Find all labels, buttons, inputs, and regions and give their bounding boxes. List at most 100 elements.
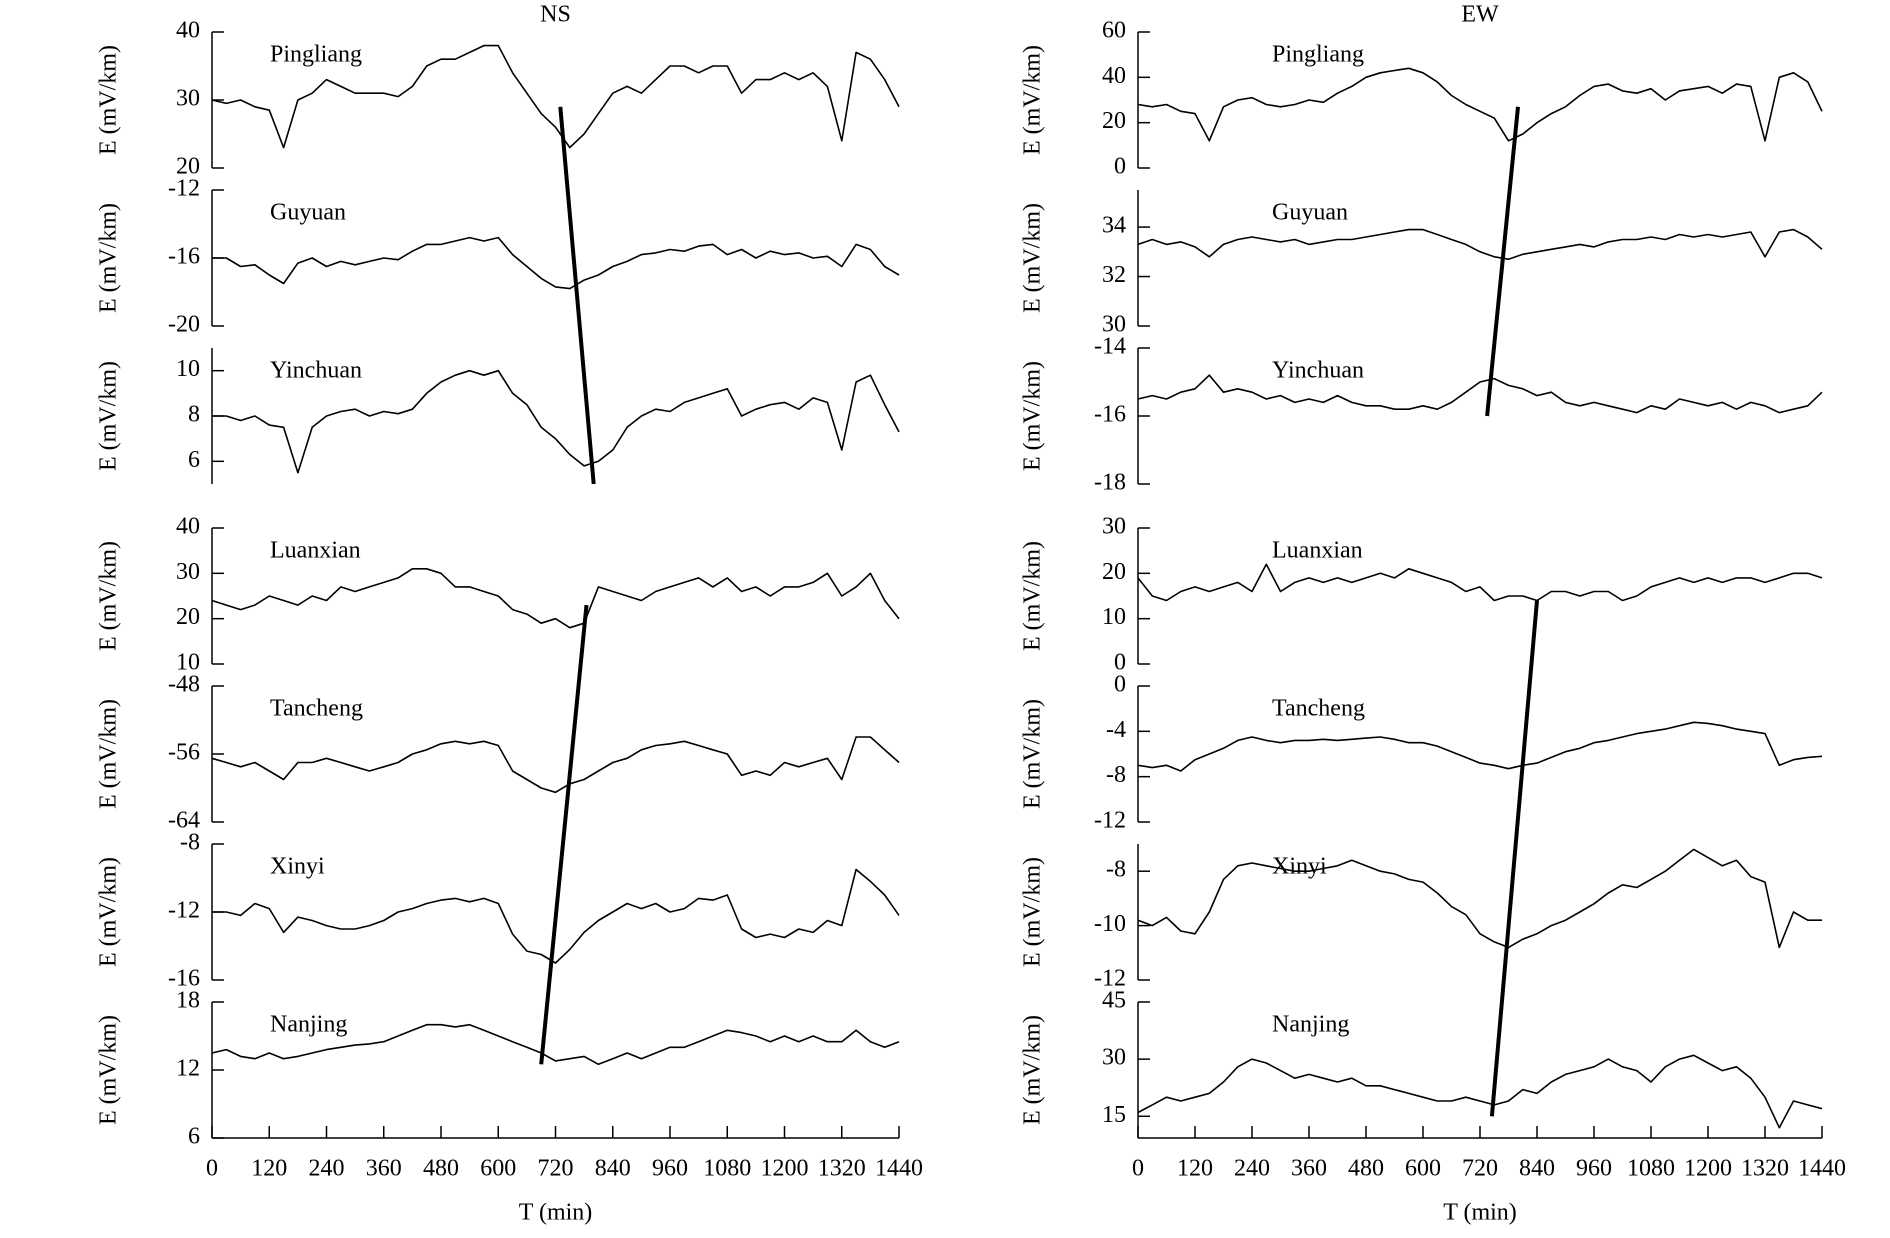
y-tick-label: 15: [1102, 1102, 1126, 1128]
x-tick-label: 600: [1405, 1156, 1441, 1182]
data-line: [1137, 228, 1823, 260]
y-tick-label: 40: [176, 18, 200, 44]
y-tick-label: 40: [176, 514, 200, 540]
chart-title: EW: [1461, 2, 1499, 28]
data-line: [1137, 1054, 1823, 1129]
x-tick-label: 120: [251, 1156, 287, 1182]
y-tick-label: -20: [168, 312, 200, 338]
x-tick-label: 720: [538, 1156, 574, 1182]
y-tick-label: 40: [1102, 63, 1126, 89]
station-name: Nanjing: [270, 1012, 347, 1038]
y-tick-label: 0: [1114, 672, 1126, 698]
x-tick-label: 360: [366, 1156, 402, 1182]
x-tick-label: 480: [1348, 1156, 1384, 1182]
station-name: Luanxian: [1272, 538, 1363, 564]
station-name: Guyuan: [1272, 200, 1348, 226]
x-tick-label: 240: [1234, 1156, 1270, 1182]
y-tick-label: -12: [168, 176, 200, 202]
y-axis-label: E (mV/km): [1020, 541, 1046, 651]
y-tick-label: 30: [1102, 1045, 1126, 1071]
y-tick-label: 20: [176, 604, 200, 630]
station-name: Luanxian: [270, 538, 361, 564]
x-tick-label: 960: [1576, 1156, 1612, 1182]
y-tick-label: 30: [176, 86, 200, 112]
chart-title: NS: [540, 2, 571, 28]
y-axis-label: E (mV/km): [96, 1015, 122, 1125]
y-axis-label: E (mV/km): [1020, 699, 1046, 809]
y-axis-label: E (mV/km): [96, 361, 122, 471]
y-tick-label: 0: [1114, 650, 1126, 676]
station-name: Xinyi: [1272, 854, 1327, 880]
y-axis-label: E (mV/km): [96, 203, 122, 313]
y-tick-label: -16: [1094, 402, 1126, 428]
data-line: [211, 736, 900, 794]
y-tick-label: -8: [1106, 762, 1126, 788]
y-axis-label: E (mV/km): [1020, 857, 1046, 967]
y-tick-label: -56: [168, 740, 200, 766]
y-tick-label: 34: [1102, 213, 1126, 239]
x-tick-label: 1440: [875, 1156, 923, 1182]
x-tick-label: 1080: [703, 1156, 751, 1182]
station-name: Tancheng: [1272, 696, 1365, 722]
y-tick-label: -18: [1094, 470, 1126, 496]
x-tick-label: 720: [1462, 1156, 1498, 1182]
y-tick-label: 10: [176, 356, 200, 382]
station-name: Pingliang: [270, 42, 362, 68]
x-tick-label: 1200: [761, 1156, 809, 1182]
y-tick-label: -8: [1106, 857, 1126, 883]
y-tick-label: 20: [176, 154, 200, 180]
y-tick-label: 30: [176, 559, 200, 585]
station-name: Pingliang: [1272, 42, 1364, 68]
x-tick-label: 0: [1132, 1156, 1144, 1182]
data-line: [1137, 374, 1823, 414]
data-line: [212, 236, 900, 290]
data-line: [212, 369, 900, 474]
front-line: [539, 604, 589, 1065]
x-tick-label: 1320: [818, 1156, 866, 1182]
x-tick-label: 1200: [1684, 1156, 1732, 1182]
y-axis-label: E (mV/km): [96, 857, 122, 967]
y-tick-label: 20: [1102, 108, 1126, 134]
data-line: [212, 868, 900, 964]
x-tick-label: 840: [595, 1156, 631, 1182]
x-axis-label: T (min): [1443, 1200, 1517, 1226]
x-tick-label: 0: [206, 1156, 218, 1182]
y-axis-label: E (mV/km): [1020, 361, 1046, 471]
data-line: [1137, 848, 1822, 949]
y-tick-label: 6: [188, 447, 200, 473]
y-tick-label: -12: [1094, 966, 1126, 992]
y-axis-label: E (mV/km): [96, 541, 122, 651]
y-tick-label: 45: [1102, 988, 1126, 1014]
y-axis-label: E (mV/km): [96, 45, 122, 155]
y-tick-label: 60: [1102, 18, 1126, 44]
y-tick-label: 6: [188, 1124, 200, 1150]
data-line: [211, 568, 900, 629]
y-tick-label: -10: [1094, 911, 1126, 937]
y-tick-label: -12: [1094, 808, 1126, 834]
y-tick-label: -14: [1094, 334, 1126, 360]
front-line: [1489, 600, 1539, 1117]
y-tick-label: 8: [188, 402, 200, 428]
y-tick-label: 10: [176, 650, 200, 676]
x-tick-label: 1080: [1627, 1156, 1675, 1182]
y-axis-label: E (mV/km): [1020, 203, 1046, 313]
station-name: Guyuan: [270, 200, 346, 226]
x-tick-label: 960: [652, 1156, 688, 1182]
x-tick-label: 480: [423, 1156, 459, 1182]
front-line: [558, 106, 596, 485]
y-tick-label: 30: [1102, 514, 1126, 540]
y-tick-label: 32: [1102, 262, 1126, 288]
y-tick-label: -12: [168, 898, 200, 924]
data-line: [1137, 721, 1823, 772]
x-tick-label: 600: [480, 1156, 516, 1182]
station-name: Nanjing: [1272, 1012, 1349, 1038]
station-name: Tancheng: [270, 696, 363, 722]
data-line: [1137, 563, 1823, 602]
y-axis-label: E (mV/km): [1020, 1015, 1046, 1125]
data-line: [211, 1023, 900, 1066]
y-tick-label: 0: [1114, 154, 1126, 180]
x-tick-label: 1440: [1798, 1156, 1846, 1182]
x-tick-label: 1320: [1741, 1156, 1789, 1182]
y-tick-label: -8: [180, 830, 200, 856]
